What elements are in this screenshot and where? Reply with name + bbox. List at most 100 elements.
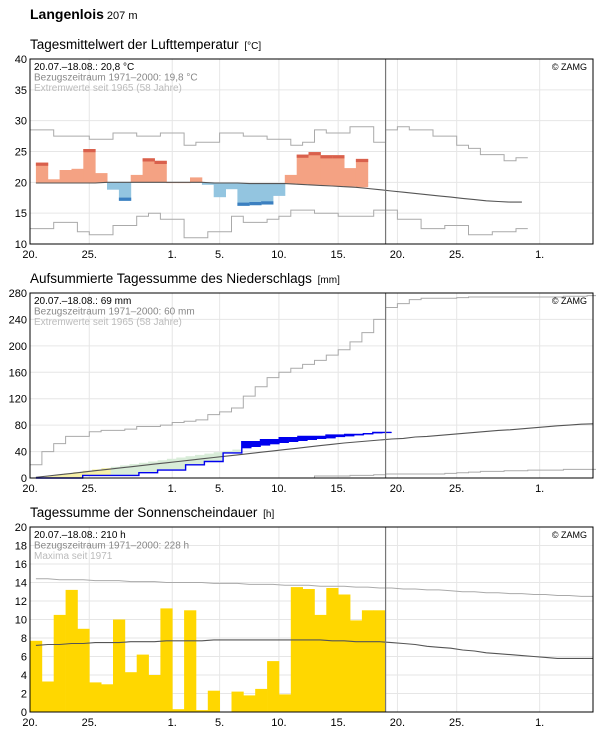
temp-bar bbox=[95, 173, 108, 183]
sun-bar bbox=[338, 594, 351, 712]
sun-ytick-label: 4 bbox=[21, 670, 27, 682]
sun-bar bbox=[278, 694, 292, 712]
precip-chart-title: Aufsummierte Tagessumme des Niederschlag… bbox=[30, 271, 340, 286]
sun-bar bbox=[136, 654, 149, 712]
precip-legend-line: 20.07.–18.08.: 69 mm bbox=[34, 296, 131, 307]
sun-maxima-line bbox=[35, 578, 593, 597]
sun-xtick-label: 15. bbox=[331, 717, 346, 729]
temp-bar bbox=[71, 168, 84, 183]
precip-diff-band bbox=[241, 441, 252, 449]
temp-ytick-label: 20 bbox=[15, 177, 27, 189]
precip-diff-band bbox=[297, 436, 308, 441]
temp-bar-anomaly-cap bbox=[261, 201, 274, 205]
precip-xtick-label: 1. bbox=[535, 483, 544, 495]
precip-diff-band bbox=[120, 465, 130, 476]
temp-title-unit: [°C] bbox=[244, 41, 262, 52]
sun-bar bbox=[89, 682, 102, 712]
sun-xtick-label: 10. bbox=[271, 717, 286, 729]
temp-bar bbox=[130, 174, 143, 183]
sun-bar bbox=[267, 661, 280, 712]
temp-bar bbox=[261, 183, 274, 205]
temp-xtick-label: 20. bbox=[22, 249, 37, 261]
temp-ytick-label: 35 bbox=[15, 85, 27, 97]
sun-bar bbox=[41, 681, 55, 712]
temp-bar-anomaly-cap bbox=[355, 158, 369, 163]
sun-bar bbox=[172, 709, 185, 712]
sun-ytick-label: 16 bbox=[15, 559, 27, 571]
sun-xtick-label: 1. bbox=[535, 717, 544, 729]
precip-diff-band bbox=[110, 466, 121, 476]
temp-bar-anomaly-cap bbox=[308, 152, 321, 156]
sun-xtick-label: 1. bbox=[168, 717, 177, 729]
precip-xtick-label: 25. bbox=[82, 483, 97, 495]
temp-bar bbox=[142, 158, 155, 183]
sun-bar bbox=[326, 588, 339, 712]
temp-ytick-label: 10 bbox=[15, 239, 27, 251]
temp-xtick-label: 25. bbox=[82, 249, 97, 261]
temp-bar bbox=[320, 155, 333, 186]
sun-ytick-label: 2 bbox=[21, 689, 27, 701]
temp-bar bbox=[154, 160, 167, 183]
sun-chart-title: Tagessumme der Sonnenscheindauer [h] bbox=[30, 505, 274, 520]
sun-ytick-label: 10 bbox=[15, 615, 27, 627]
sun-bar bbox=[195, 710, 209, 712]
temp-xtick-label: 5. bbox=[215, 249, 224, 261]
sun-legend-line: Maxima seit 1971 bbox=[34, 551, 113, 562]
temp-xtick-label: 1. bbox=[535, 249, 544, 261]
sun-bar bbox=[361, 610, 375, 713]
temp-bar bbox=[59, 170, 72, 183]
temp-ytick-label: 30 bbox=[15, 116, 27, 128]
precip-reference-line bbox=[35, 423, 594, 478]
sun-title-text: Tagessumme der Sonnenscheindauer bbox=[30, 505, 258, 520]
temp-bar-anomaly-cap bbox=[332, 155, 345, 159]
sun-bar bbox=[160, 608, 173, 712]
temp-bar-anomaly-cap bbox=[249, 202, 262, 206]
sun-reference-line bbox=[35, 639, 593, 659]
precip-diff-band bbox=[157, 460, 168, 471]
precip-diff-band bbox=[54, 474, 65, 478]
precip-xtick-label: 20. bbox=[390, 483, 405, 495]
sun-bar bbox=[350, 620, 363, 712]
sun-ytick-label: 12 bbox=[15, 596, 27, 608]
temp-bar bbox=[355, 158, 369, 188]
sun-legend-line: 20.07.–18.08.: 210 h bbox=[34, 530, 126, 541]
temp-bar bbox=[107, 182, 120, 190]
sun-bar bbox=[184, 610, 197, 713]
precip-observed-line bbox=[35, 431, 392, 479]
temp-title-text: Tagesmittelwert der Lufttemperatur bbox=[30, 37, 239, 52]
temp-bar bbox=[284, 174, 298, 184]
precip-diff-band bbox=[279, 437, 289, 443]
precip-diff-band bbox=[316, 436, 327, 439]
temp-bar bbox=[213, 183, 226, 198]
temp-legend-line: Bezugszeitraum 1971–2000: 19,8 °C bbox=[34, 73, 198, 84]
precip-diff-band bbox=[344, 434, 355, 437]
temp-bar-anomaly-cap bbox=[320, 155, 333, 159]
precip-diff-band bbox=[251, 441, 261, 447]
precip-diff-band bbox=[129, 464, 140, 476]
temp-bar-anomaly-cap bbox=[35, 162, 49, 166]
sun-xtick-label: 20. bbox=[390, 717, 405, 729]
precip-ytick-label: 40 bbox=[15, 447, 27, 459]
sun-xtick-label: 20. bbox=[22, 717, 37, 729]
station-altitude: 207 m bbox=[106, 10, 138, 22]
sun-copyright: © ZAMG bbox=[552, 530, 587, 540]
sun-bar bbox=[65, 589, 78, 712]
temp-ytick-label: 40 bbox=[15, 54, 27, 66]
sun-bar bbox=[243, 695, 256, 712]
precip-ytick-label: 0 bbox=[21, 473, 27, 485]
sun-bar bbox=[148, 675, 161, 712]
sun-bar bbox=[314, 614, 327, 712]
precip-diff-band bbox=[138, 462, 149, 473]
sun-bar bbox=[77, 628, 90, 713]
temp-bar bbox=[332, 155, 345, 186]
precip-ytick-label: 280 bbox=[9, 288, 27, 300]
precip-diff-band bbox=[195, 454, 205, 465]
station-name: Langenlois bbox=[30, 6, 104, 22]
temp-ytick-label: 15 bbox=[15, 208, 27, 220]
precip-ytick-label: 120 bbox=[9, 394, 27, 406]
precip-diff-band bbox=[45, 476, 55, 478]
temp-copyright: © ZAMG bbox=[552, 62, 587, 72]
temp-bar bbox=[237, 183, 250, 206]
precip-extreme-max-line bbox=[30, 295, 596, 466]
